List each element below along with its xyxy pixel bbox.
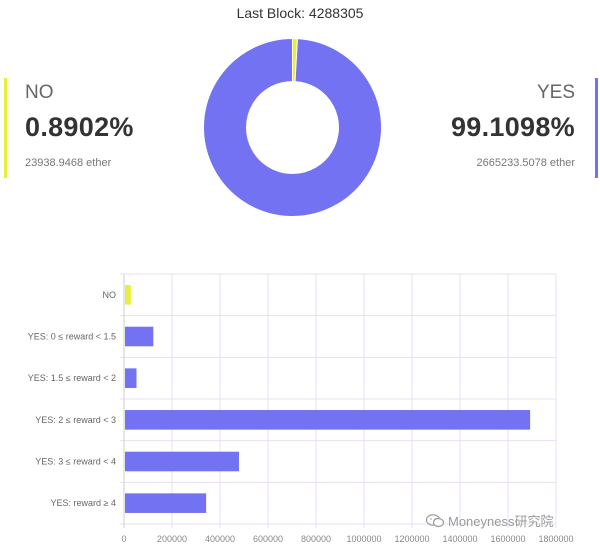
watermark: Moneyness研究院	[426, 511, 553, 530]
wechat-icon	[426, 513, 444, 527]
bar	[125, 285, 131, 305]
x-tick-label: 600000	[253, 534, 283, 544]
donut-chart	[203, 37, 382, 217]
no-ether: 23938.9468 ether	[25, 157, 112, 169]
x-tick-label: 0	[121, 534, 126, 544]
category-label: NO	[103, 290, 117, 300]
bar	[125, 326, 154, 347]
no-panel: NO 0.8902% 23938.9468 ether	[4, 78, 225, 178]
no-label: NO	[25, 82, 54, 103]
x-tick-label: 1400000	[442, 534, 477, 544]
bar-chart: 0 200000 400000 600000 800000 1000000 1200000 1…	[28, 273, 574, 544]
x-tick-label: 1000000	[346, 534, 381, 544]
x-tick-label: 200000	[157, 534, 187, 544]
yes-ether: 2665233.5078 ether	[476, 157, 575, 169]
category-label: YES: 3 ≤ reward < 4	[35, 457, 116, 467]
x-tick-label: 1800000	[538, 534, 573, 544]
last-block-title: Last Block: 4288305	[236, 5, 364, 21]
donut-slice-yes	[203, 37, 382, 217]
category-label: YES: 1.5 ≤ reward < 2	[28, 373, 116, 383]
bar	[125, 368, 137, 388]
x-tick-label: 1200000	[394, 534, 429, 544]
category-label: YES: reward ≥ 4	[51, 498, 116, 508]
x-tick-label: 400000	[205, 534, 235, 544]
x-tick-label: 1600000	[490, 534, 525, 544]
bar	[125, 493, 207, 513]
yes-percent: 99.1098%	[450, 112, 575, 142]
yes-label: YES	[536, 82, 575, 103]
x-tick-label: 800000	[301, 534, 331, 544]
bar	[125, 451, 239, 472]
yes-panel: YES 99.1098% 2665233.5078 ether	[355, 78, 598, 178]
watermark-text: Moneyness研究院	[448, 514, 554, 529]
category-label: YES: 2 ≤ reward < 3	[35, 415, 116, 425]
no-percent: 0.8902%	[25, 112, 134, 142]
bar	[125, 410, 531, 430]
category-label: YES: 0 ≤ reward < 1.5	[28, 332, 116, 342]
